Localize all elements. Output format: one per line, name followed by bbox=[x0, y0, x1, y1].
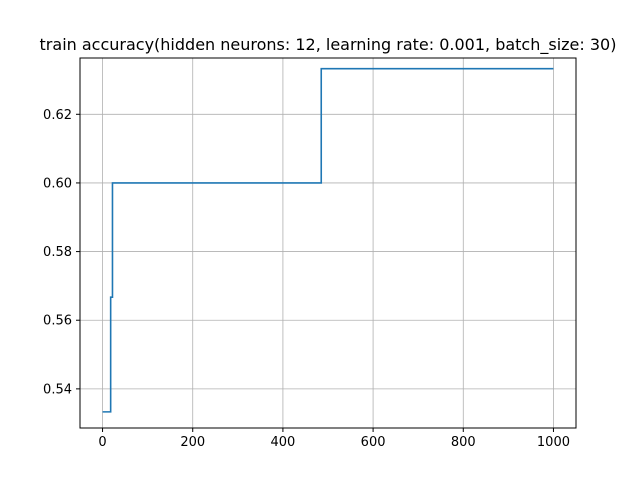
y-tick-label: 0.56 bbox=[43, 314, 72, 329]
y-tick-label: 0.54 bbox=[43, 382, 72, 397]
plot-frame bbox=[79, 57, 577, 429]
y-tick-label: 0.58 bbox=[43, 245, 72, 260]
y-tick-label: 0.62 bbox=[43, 108, 72, 123]
x-tick-label: 400 bbox=[270, 435, 295, 450]
grid-layer bbox=[80, 58, 576, 428]
x-tick-label: 0 bbox=[98, 435, 106, 450]
series-layer bbox=[102, 67, 554, 413]
chart-title: train accuracy(hidden neurons: 12, learn… bbox=[40, 35, 617, 55]
x-tick-label: 800 bbox=[451, 435, 476, 450]
y-tick-label: 0.60 bbox=[43, 176, 72, 191]
x-tick-label: 600 bbox=[361, 435, 386, 450]
tick-layer: 0 200 400 600 800 1000 0.54 0.56 0.58 0.60 0.62 bbox=[43, 108, 570, 450]
x-tick-label: 1000 bbox=[537, 435, 570, 450]
x-tick-label: 200 bbox=[180, 435, 205, 450]
series-line bbox=[102, 67, 554, 413]
